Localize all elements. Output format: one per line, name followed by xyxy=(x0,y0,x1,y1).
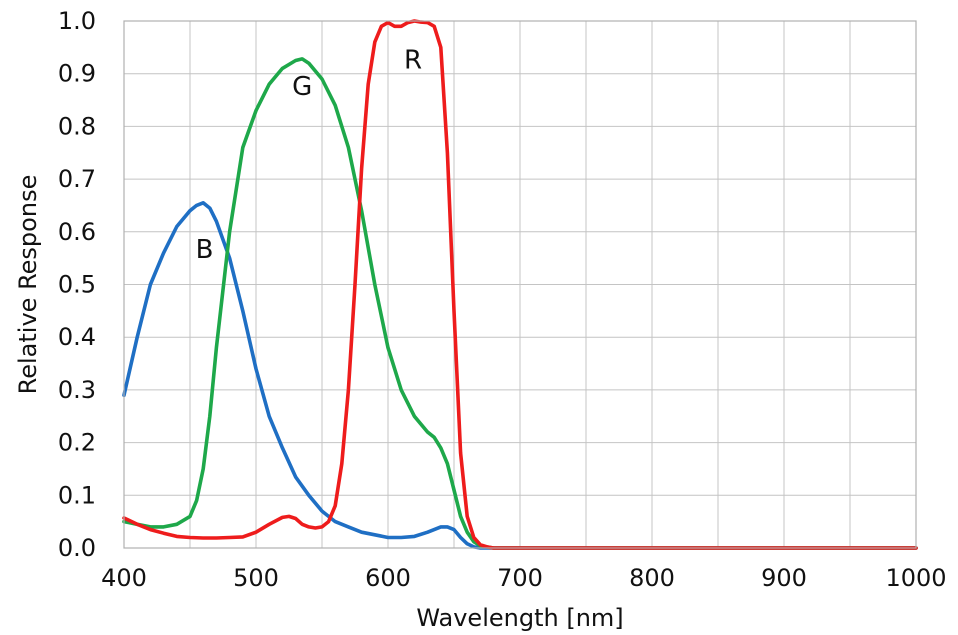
y-tick-label: 0.2 xyxy=(58,429,96,457)
series-line-g xyxy=(122,57,918,550)
y-axis-title: Relative Response xyxy=(14,175,42,395)
series-label-b: B xyxy=(196,235,214,265)
y-tick-label: 0.0 xyxy=(58,534,96,562)
y-tick-label: 0.5 xyxy=(58,271,96,299)
series-label-g: G xyxy=(292,72,312,102)
x-tick-label: 1000 xyxy=(885,564,946,592)
x-axis-title: Wavelength [nm] xyxy=(416,604,623,632)
y-tick-label: 0.1 xyxy=(58,481,96,509)
series-label-r: R xyxy=(404,45,422,75)
x-tick-label: 800 xyxy=(629,564,675,592)
x-tick-label: 400 xyxy=(101,564,147,592)
series-layer xyxy=(122,19,918,550)
x-tick-label: 500 xyxy=(233,564,279,592)
y-tick-label: 0.8 xyxy=(58,112,96,140)
x-tick-labels: 400 500 600 700 800 900 1000 xyxy=(101,564,946,592)
y-tick-label: 0.9 xyxy=(58,60,96,88)
y-tick-label: 0.6 xyxy=(58,218,96,246)
y-tick-label: 0.7 xyxy=(58,165,96,193)
y-tick-label: 0.4 xyxy=(58,323,96,351)
y-tick-label: 1.0 xyxy=(58,7,96,35)
grid xyxy=(124,21,916,548)
y-tick-label: 0.3 xyxy=(58,376,96,404)
plot-border xyxy=(123,20,917,549)
series-line-b xyxy=(122,201,918,550)
x-tick-label: 600 xyxy=(365,564,411,592)
y-tick-labels: 0.0 0.1 0.2 0.3 0.4 0.5 0.6 0.7 0.8 0.9 1.0 xyxy=(58,7,96,562)
series-labels: B G R xyxy=(196,45,423,265)
series-line-r xyxy=(122,19,918,550)
x-tick-label: 900 xyxy=(761,564,807,592)
x-tick-label: 700 xyxy=(497,564,543,592)
